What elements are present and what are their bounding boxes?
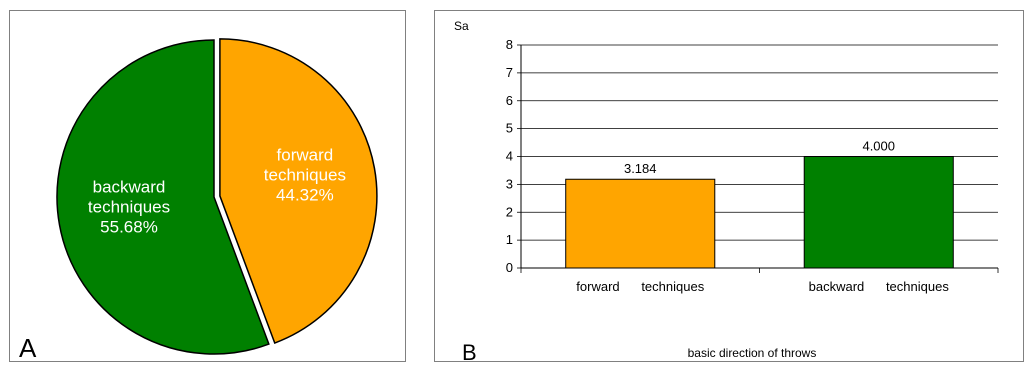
y-tick-label: 4: [506, 149, 513, 164]
y-axis-title: Sa: [454, 19, 469, 33]
panel-a-letter: A: [19, 333, 37, 363]
x-axis-title: basic direction of throws: [688, 346, 817, 360]
panel-b-letter: B: [462, 340, 477, 365]
x-category-label: forward techniques: [576, 279, 704, 294]
pie-slice-label: 55.68%: [100, 217, 158, 236]
pie-slice-forward: [219, 38, 378, 345]
y-tick-label: 6: [506, 93, 513, 108]
pie-slice-label: techniques: [264, 166, 346, 185]
bar-backward: [803, 156, 954, 269]
pie-slice-label: techniques: [88, 197, 170, 216]
pie-slice-label: forward: [277, 146, 334, 165]
pie-slice-backward: [56, 39, 270, 355]
y-tick-label: 0: [506, 260, 513, 275]
bar-forward: [565, 178, 716, 269]
bar-value-label: 3.184: [624, 161, 657, 176]
y-tick-label: 8: [506, 37, 513, 52]
y-tick-label: 5: [506, 121, 513, 136]
y-tick-label: 2: [506, 204, 513, 219]
bar-value-label: 4.000: [862, 139, 895, 154]
pie-chart: forwardtechniques44.32%backwardtechnique…: [56, 38, 378, 355]
y-tick-label: 1: [506, 232, 513, 247]
bar-chart: 0 1 2 3 4 5 6 7 8 3.184 forward techniques 4.000 bac…: [454, 19, 999, 360]
pie-slice-label: 44.32%: [276, 186, 334, 205]
pie-slice-label: backward: [93, 177, 166, 196]
x-category-label: backward techniques: [809, 279, 950, 294]
y-tick-label: 7: [506, 65, 513, 80]
y-tick-label: 3: [506, 176, 513, 191]
